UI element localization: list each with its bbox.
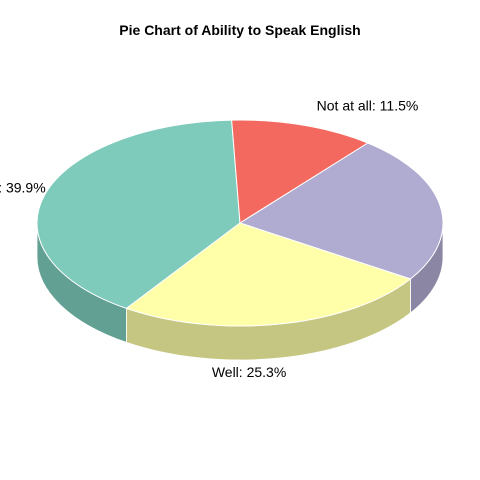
slice-label-well: Well: 25.3% bbox=[212, 364, 286, 380]
pie-slice-not-well bbox=[238, 142, 444, 280]
pie-slice-well bbox=[125, 222, 412, 327]
slice-label-very-well: Very well: 39.9% bbox=[0, 180, 46, 196]
pie-slice-not-at-all bbox=[231, 119, 369, 224]
slice-label-not-at-all: Not at all: 11.5% bbox=[317, 98, 419, 114]
pie-slices bbox=[36, 119, 444, 327]
pie-slice-very-well bbox=[36, 119, 241, 309]
pie-labels: Very well: 39.9%Not at all: 11.5%Not wel… bbox=[0, 98, 419, 380]
chart-title: Pie Chart of Ability to Speak English bbox=[119, 22, 360, 38]
